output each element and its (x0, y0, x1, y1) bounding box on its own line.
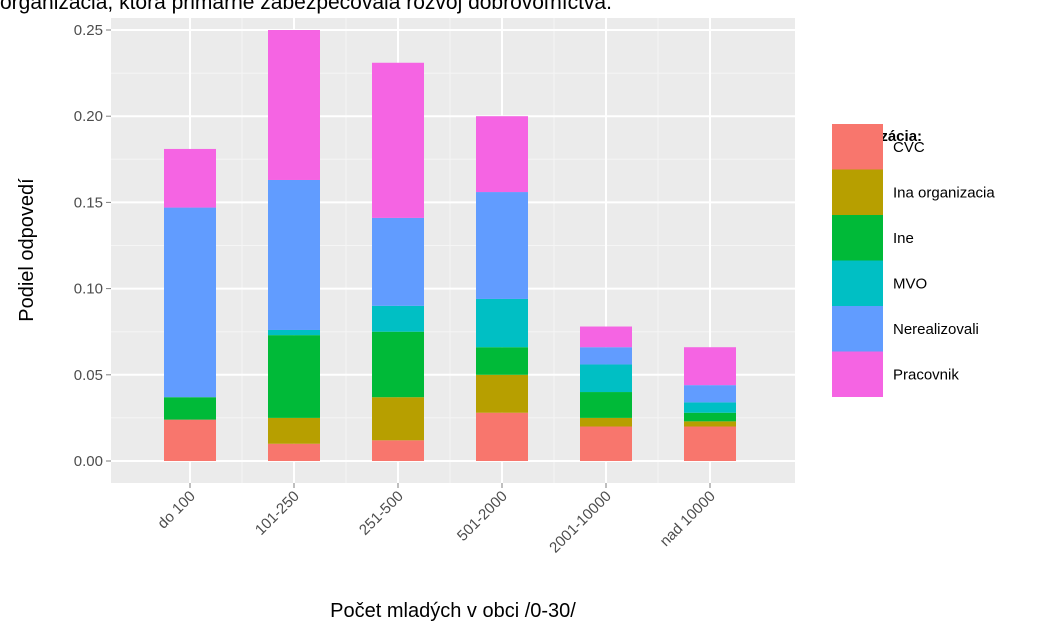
bar-segment-cvc (268, 443, 320, 461)
bar-segment-ine (580, 392, 632, 418)
legend-label: CVC (893, 139, 925, 156)
bar-segment-pracovnik (580, 326, 632, 348)
bars (164, 30, 736, 461)
plot-panel (111, 18, 795, 483)
x-tick-label: 501-2000 (454, 488, 511, 545)
legend-label: Ina organizacia (893, 184, 995, 201)
x-tick-label: 2001-10000 (546, 488, 615, 557)
bar-segment-nerealizovali (684, 385, 736, 403)
bar-segment-ine (268, 335, 320, 418)
x-tick-label: nad 10000 (657, 488, 719, 550)
y-tick-label: 0.10 (74, 281, 103, 298)
bar-segment-ina-organizacia (372, 397, 424, 441)
bar-segment-nerealizovali (268, 179, 320, 330)
bar-segment-pracovnik (164, 148, 216, 208)
bar-segment-mvo (372, 305, 424, 332)
bar-segment-nerealizovali (164, 207, 216, 398)
y-axis-title: Podiel odpovedí (16, 178, 38, 322)
bar-segment-ina-organizacia (580, 417, 632, 427)
legend-key (832, 260, 883, 306)
y-tick-label: 0.25 (74, 22, 103, 39)
bar-segment-ina-organizacia (268, 417, 320, 444)
x-axis-title: Počet mladých v obci /0-30/ (330, 600, 576, 621)
legend-label: Nerealizovali (893, 321, 979, 338)
chart-title-fragment: organizácia, ktorá primárne zabezpečoval… (0, 0, 612, 14)
legend-key (832, 215, 883, 261)
bar-segment-nerealizovali (580, 347, 632, 365)
bar-segment-nerealizovali (476, 192, 528, 299)
bar-segment-ine (164, 397, 216, 420)
bar-segment-cvc (372, 440, 424, 461)
legend-key (832, 351, 883, 397)
x-tick-label: 251-500 (356, 488, 407, 539)
bar-segment-mvo (684, 402, 736, 413)
bar-segment-ine (684, 412, 736, 422)
legend-label: Ine (893, 230, 914, 247)
x-tick-label: 101-250 (252, 488, 303, 539)
y-tick-label: 0.00 (74, 453, 103, 470)
bar-segment-nerealizovali (372, 217, 424, 306)
y-tick-label: 0.20 (74, 108, 103, 125)
bar-segment-mvo (268, 329, 320, 336)
legend-key (832, 306, 883, 352)
legend-label: MVO (893, 275, 927, 292)
bar-segment-cvc (580, 426, 632, 461)
bar-segment-ine (372, 331, 424, 398)
y-tick-label: 0.15 (74, 194, 103, 211)
legend-key (832, 169, 883, 215)
bar-segment-mvo (476, 298, 528, 348)
y-tick-label: 0.05 (74, 367, 103, 384)
bar-segment-pracovnik (372, 62, 424, 218)
legend-key (832, 124, 883, 170)
bar-segment-ina-organizacia (684, 421, 736, 427)
bar-segment-ine (476, 347, 528, 375)
bar-segment-pracovnik (268, 30, 320, 180)
x-tick-label: do 100 (154, 488, 198, 532)
bar-segment-pracovnik (684, 347, 736, 386)
grid-minor (111, 18, 795, 483)
bar-segment-cvc (164, 419, 216, 461)
bar-segment-pracovnik (476, 116, 528, 193)
bar-segment-mvo (580, 364, 632, 393)
bar-segment-cvc (476, 412, 528, 461)
bar-segment-ina-organizacia (476, 374, 528, 413)
x-axis-ticks: do 100 101-250 251-500 501-2000 2001-10000 na… (154, 483, 719, 557)
y-axis-ticks: 0.00 0.05 0.10 0.15 0.20 0.25 (74, 22, 111, 470)
bar-segment-cvc (684, 426, 736, 461)
legend-label: Pracovnik (893, 366, 959, 383)
